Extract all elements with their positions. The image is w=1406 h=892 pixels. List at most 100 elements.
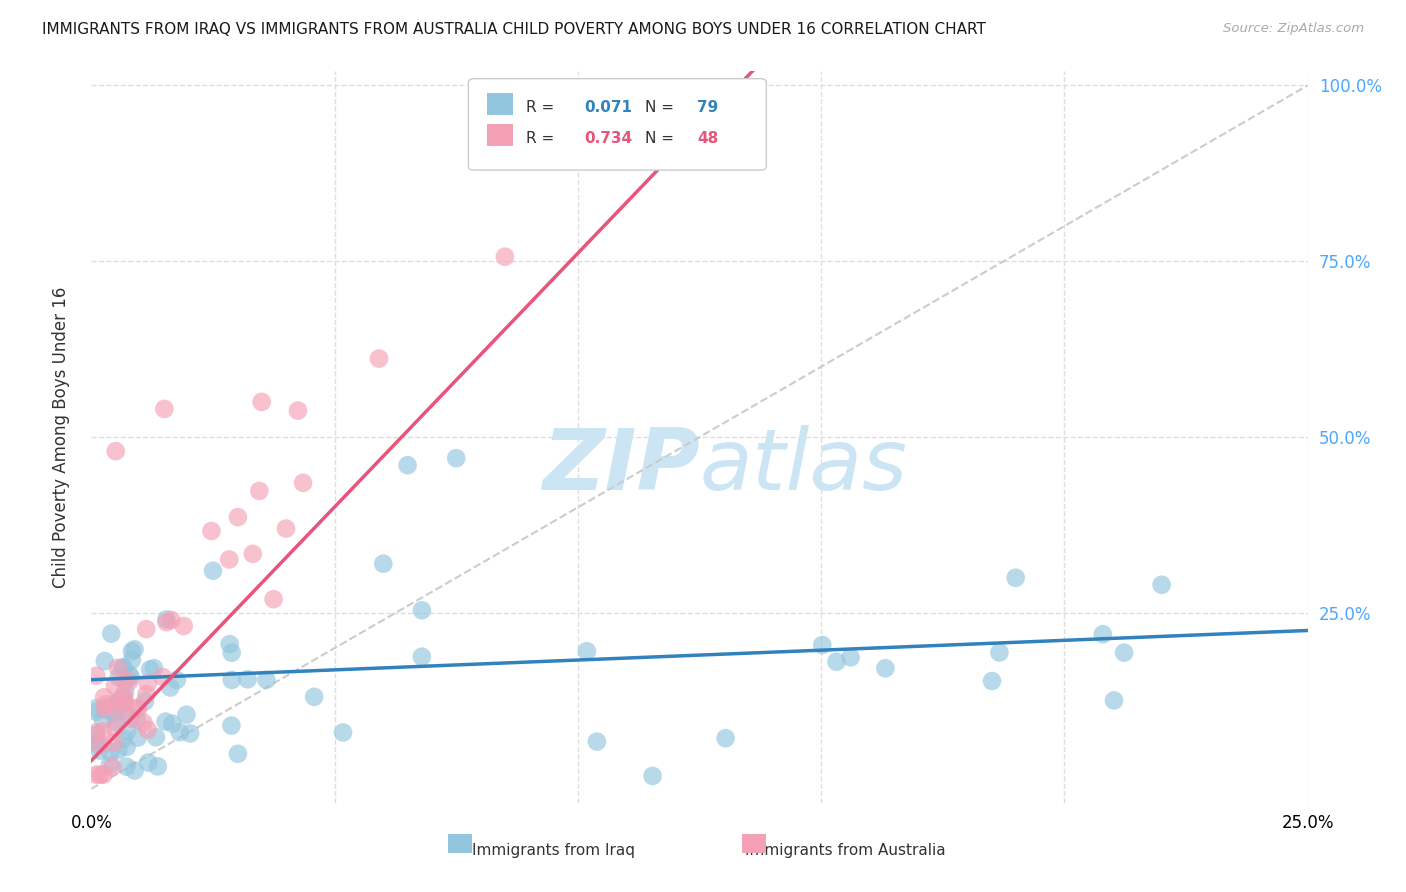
Point — [494, 250, 516, 264]
FancyBboxPatch shape — [468, 78, 766, 170]
Point — [176, 707, 198, 722]
Point — [127, 731, 149, 745]
Point — [221, 673, 243, 687]
Point — [104, 679, 127, 693]
Point — [145, 730, 167, 744]
Point — [411, 649, 433, 664]
Point — [875, 661, 897, 675]
Point — [93, 690, 115, 705]
Point — [104, 444, 127, 458]
Point — [332, 725, 354, 739]
Point — [84, 737, 107, 751]
Point — [89, 767, 111, 781]
Point — [84, 734, 107, 748]
Point — [100, 626, 122, 640]
Point — [988, 645, 1011, 659]
Point — [89, 738, 111, 752]
Point — [396, 458, 419, 473]
Y-axis label: Child Poverty Among Boys Under 16: Child Poverty Among Boys Under 16 — [52, 286, 70, 588]
Text: 79: 79 — [697, 100, 718, 115]
FancyBboxPatch shape — [486, 124, 513, 146]
Point — [169, 725, 191, 739]
Point — [121, 653, 143, 667]
Point — [103, 736, 125, 750]
Point — [112, 693, 135, 707]
Point — [125, 713, 148, 727]
Point — [152, 670, 174, 684]
Point — [84, 701, 107, 715]
Point — [93, 701, 115, 715]
Point — [1150, 578, 1173, 592]
Point — [117, 708, 139, 723]
Point — [179, 726, 201, 740]
Point — [368, 351, 391, 366]
Point — [104, 721, 127, 735]
Point — [1102, 693, 1125, 707]
Point — [103, 707, 125, 722]
Point — [94, 654, 117, 668]
Point — [121, 644, 143, 658]
Point — [84, 767, 107, 781]
Point — [115, 739, 138, 754]
Point — [250, 395, 273, 409]
Text: 48: 48 — [697, 131, 718, 146]
Point — [111, 660, 134, 674]
Text: 0.071: 0.071 — [583, 100, 631, 115]
Point — [98, 745, 121, 759]
Point — [146, 759, 169, 773]
Point — [114, 696, 136, 710]
Text: Immigrants from Iraq: Immigrants from Iraq — [472, 843, 636, 858]
FancyBboxPatch shape — [486, 93, 513, 114]
Point — [714, 731, 737, 746]
Point — [84, 725, 107, 739]
Point — [218, 637, 240, 651]
Point — [134, 694, 156, 708]
Point — [221, 646, 243, 660]
Point — [91, 724, 114, 739]
Text: 0.734: 0.734 — [583, 131, 633, 146]
Point — [200, 524, 222, 538]
Point — [127, 702, 149, 716]
Point — [107, 694, 129, 708]
Point — [91, 713, 114, 727]
Point — [373, 557, 395, 571]
Point — [263, 592, 285, 607]
Point — [135, 687, 157, 701]
Point — [302, 690, 325, 704]
Point — [107, 661, 129, 675]
Point — [218, 552, 240, 566]
Point — [112, 690, 135, 704]
Point — [84, 668, 107, 682]
Point — [93, 767, 115, 781]
Point — [586, 734, 609, 748]
Point — [108, 698, 131, 713]
Point — [117, 723, 139, 738]
FancyBboxPatch shape — [447, 834, 472, 853]
Point — [202, 564, 225, 578]
Point — [254, 673, 277, 687]
Point — [115, 760, 138, 774]
Point — [221, 718, 243, 732]
Point — [1004, 571, 1026, 585]
Point — [173, 619, 195, 633]
Point — [981, 673, 1004, 688]
Point — [107, 743, 129, 757]
Point — [118, 667, 141, 681]
Point — [125, 700, 148, 714]
Text: ZIP: ZIP — [541, 425, 699, 508]
Point — [287, 403, 309, 417]
Point — [84, 728, 107, 742]
Point — [120, 670, 142, 684]
Point — [444, 451, 467, 466]
Point — [155, 612, 177, 626]
Text: N =: N = — [645, 100, 679, 115]
Point — [839, 650, 862, 665]
Point — [136, 676, 159, 690]
Text: R =: R = — [526, 131, 558, 146]
Point — [575, 644, 598, 658]
Point — [114, 673, 136, 688]
Point — [107, 670, 129, 684]
Point — [1091, 627, 1114, 641]
Point — [162, 716, 184, 731]
Point — [136, 756, 159, 770]
